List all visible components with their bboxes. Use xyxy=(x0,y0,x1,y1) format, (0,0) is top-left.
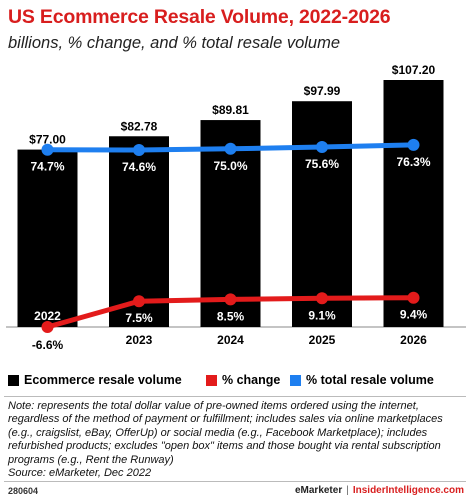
legend-item-share: % total resale volume xyxy=(290,373,434,387)
change-label-2022: -6.6% xyxy=(32,338,64,352)
share-label-2025: 75.6% xyxy=(305,157,339,171)
change-label-2026: 9.4% xyxy=(400,308,428,322)
change-label-2024: 8.5% xyxy=(217,309,245,323)
x-tick-label-2022: 2022 xyxy=(34,309,61,323)
change-label-2023: 7.5% xyxy=(125,311,153,325)
chart-title: US Ecommerce Resale Volume, 2022-2026 xyxy=(8,6,391,28)
legend-item-change: % change xyxy=(206,373,280,387)
chart-note: Note: represents the total dollar value … xyxy=(8,400,464,480)
chart-id: 280604 xyxy=(8,486,39,496)
share-label-2023: 74.6% xyxy=(122,160,156,174)
legend-swatch-change xyxy=(206,374,217,386)
brand-separator: | xyxy=(346,485,349,496)
legend-label-share: % total resale volume xyxy=(306,373,434,387)
brand-insider-intelligence: InsiderIntelligence.com xyxy=(352,485,464,496)
x-tick-label-2026: 2026 xyxy=(400,333,427,347)
bar-value-label-2026: $107.20 xyxy=(392,63,436,77)
x-tick-label-2025: 2025 xyxy=(309,333,336,347)
change-point-2024 xyxy=(224,293,237,306)
share-label-2026: 76.3% xyxy=(396,155,430,169)
x-tick-label-2024: 2024 xyxy=(217,333,244,347)
legend-swatch-volume xyxy=(8,374,19,386)
note-source: Source: eMarketer, Dec 2022 xyxy=(8,467,152,480)
legend-swatch-share xyxy=(290,374,301,386)
bar-2022 xyxy=(17,149,78,327)
bar-value-label-2024: $89.81 xyxy=(212,103,249,117)
share-label-2024: 75.0% xyxy=(213,159,247,173)
divider-bottom xyxy=(4,481,466,482)
share-point-2026 xyxy=(407,138,420,151)
share-point-2023 xyxy=(133,144,145,156)
share-point-2025 xyxy=(316,141,328,153)
share-label-2022: 74.7% xyxy=(30,160,64,174)
legend: Ecommerce resale volume % change % total… xyxy=(8,373,468,391)
legend-label-volume: Ecommerce resale volume xyxy=(24,373,182,387)
change-point-2022 xyxy=(41,321,54,333)
change-point-2025 xyxy=(316,292,328,305)
chart-subtitle: billions, % change, and % total resale v… xyxy=(8,34,341,52)
brand-emarketer: eMarketer xyxy=(294,485,343,496)
bar-value-label-2023: $82.78 xyxy=(121,119,158,133)
change-point-2026 xyxy=(407,291,420,304)
bar-2025 xyxy=(292,101,352,328)
chart-area: $77.00 $82.78 $89.81 $97.99 $107.20 74.7% 74.6… xyxy=(6,63,466,352)
note-text: Note: represents the total dollar value … xyxy=(8,400,443,466)
change-point-2023 xyxy=(133,295,145,308)
share-point-2022 xyxy=(41,143,54,156)
legend-label-change: % change xyxy=(222,373,281,387)
divider-top xyxy=(4,396,466,397)
bar-value-label-2022: $77.00 xyxy=(29,133,66,147)
change-label-2025: 9.1% xyxy=(308,308,336,322)
bar-2026 xyxy=(383,80,444,327)
bar-value-label-2025: $97.99 xyxy=(304,84,341,98)
legend-item-volume: Ecommerce resale volume xyxy=(8,373,182,387)
footer-brand: eMarketer | InsiderIntelligence.com xyxy=(295,485,464,496)
share-point-2024 xyxy=(224,142,237,155)
x-tick-label-2023: 2023 xyxy=(126,333,153,347)
